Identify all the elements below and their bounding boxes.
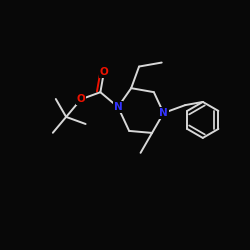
Text: O: O: [100, 67, 108, 77]
Text: N: N: [114, 102, 122, 112]
Text: O: O: [76, 94, 85, 104]
Text: N: N: [159, 108, 168, 118]
